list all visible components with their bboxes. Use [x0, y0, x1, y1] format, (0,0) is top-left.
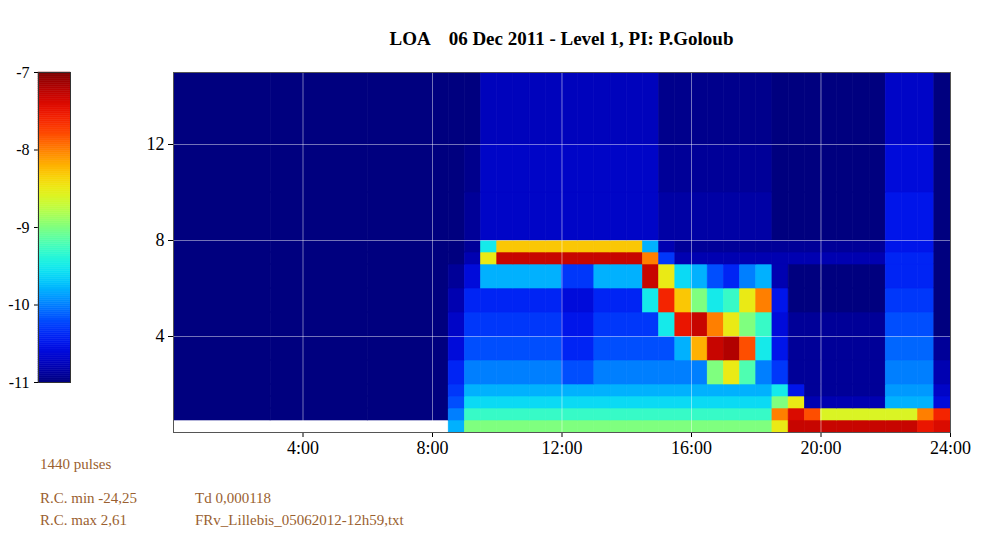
html-text:R.C. max 2,61: R.C. max 2,61 [40, 512, 128, 528]
html-text:Td 0,000118: Td 0,000118 [195, 490, 272, 506]
svg-text:-11: -11 [9, 374, 30, 391]
svg-text:-7: -7 [16, 64, 29, 81]
svg-text:12:00: 12:00 [541, 438, 582, 458]
svg-text:12: 12 [147, 134, 165, 154]
svg-text:8:00: 8:00 [416, 438, 448, 458]
svg-text:24:00: 24:00 [930, 438, 971, 458]
svg-text:4:00: 4:00 [287, 438, 319, 458]
html-text:LOA 06 Dec 2011 - Level 1, PI:: LOA 06 Dec 2011 - Level 1, PI: P.Goloub [389, 28, 734, 49]
svg-text:16:00: 16:00 [671, 438, 712, 458]
html-text:FRv_Lillebis_05062012-12h59,tx: FRv_Lillebis_05062012-12h59,txt [195, 512, 404, 528]
html-text:1440 pulses: 1440 pulses [40, 456, 112, 472]
svg-text:-8: -8 [16, 141, 29, 158]
svg-text:-9: -9 [16, 219, 29, 236]
svg-text:4: 4 [156, 326, 165, 346]
html-text:R.C. min -24,25: R.C. min -24,25 [40, 490, 138, 506]
svg-text:8: 8 [156, 230, 165, 250]
svg-text:-10: -10 [8, 296, 29, 313]
svg-text:20:00: 20:00 [800, 438, 841, 458]
